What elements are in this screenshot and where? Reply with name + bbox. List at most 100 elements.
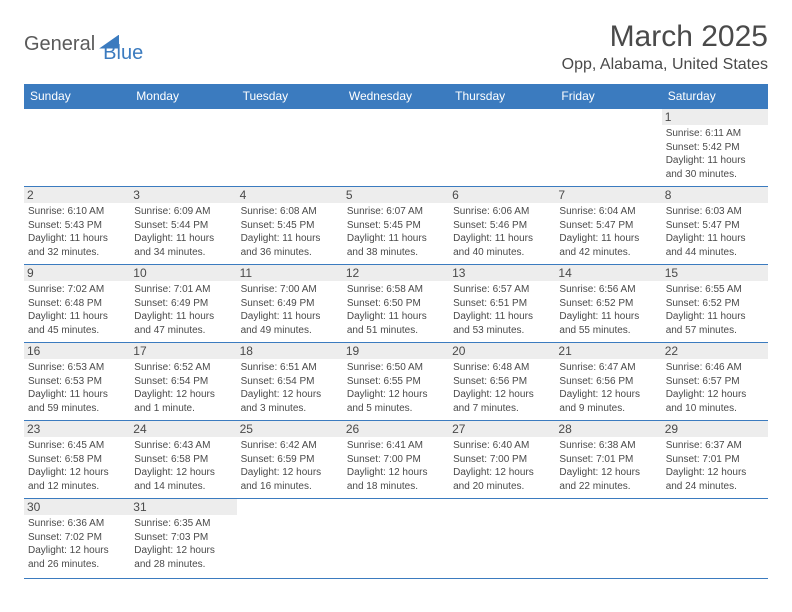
day-details: Sunrise: 6:07 AMSunset: 5:45 PMDaylight:…	[347, 205, 445, 259]
sunrise-text: Sunrise: 6:45 AM	[28, 440, 104, 451]
day-details: Sunrise: 6:52 AMSunset: 6:54 PMDaylight:…	[134, 361, 232, 415]
logo: General Blue	[24, 24, 143, 65]
day-number: 24	[130, 421, 236, 437]
day-number: 7	[555, 187, 661, 203]
weekday-header: Wednesday	[343, 84, 449, 109]
daylight-text: Daylight: 11 hours and 45 minutes.	[28, 311, 108, 336]
calendar-day-cell: 22Sunrise: 6:46 AMSunset: 6:57 PMDayligh…	[662, 343, 768, 421]
sunset-text: Sunset: 6:49 PM	[134, 298, 208, 309]
daylight-text: Daylight: 12 hours and 24 minutes.	[666, 467, 747, 492]
daylight-text: Daylight: 11 hours and 49 minutes.	[241, 311, 321, 336]
day-number: 31	[130, 499, 236, 515]
header: General Blue March 2025 Opp, Alabama, Un…	[24, 20, 768, 74]
sunset-text: Sunset: 6:51 PM	[453, 298, 527, 309]
sunrise-text: Sunrise: 6:09 AM	[134, 206, 210, 217]
sunset-text: Sunset: 5:43 PM	[28, 220, 102, 231]
sunrise-text: Sunrise: 6:04 AM	[559, 206, 635, 217]
sunset-text: Sunset: 6:56 PM	[559, 376, 633, 387]
sunset-text: Sunset: 7:02 PM	[28, 532, 102, 543]
daylight-text: Daylight: 12 hours and 7 minutes.	[453, 389, 534, 414]
day-number: 21	[555, 343, 661, 359]
sunset-text: Sunset: 5:46 PM	[453, 220, 527, 231]
calendar-body: 1Sunrise: 6:11 AMSunset: 5:42 PMDaylight…	[24, 109, 768, 579]
calendar-header-row: SundayMondayTuesdayWednesdayThursdayFrid…	[24, 84, 768, 109]
daylight-text: Daylight: 12 hours and 12 minutes.	[28, 467, 109, 492]
day-number: 9	[24, 265, 130, 281]
sunset-text: Sunset: 7:01 PM	[666, 454, 740, 465]
daylight-text: Daylight: 12 hours and 5 minutes.	[347, 389, 428, 414]
calendar-day-cell: 4Sunrise: 6:08 AMSunset: 5:45 PMDaylight…	[237, 187, 343, 265]
calendar-day-cell	[343, 499, 449, 579]
daylight-text: Daylight: 12 hours and 18 minutes.	[347, 467, 428, 492]
calendar-day-cell	[555, 499, 661, 579]
sunrise-text: Sunrise: 6:03 AM	[666, 206, 742, 217]
day-number: 8	[662, 187, 768, 203]
calendar-day-cell: 11Sunrise: 7:00 AMSunset: 6:49 PMDayligh…	[237, 265, 343, 343]
daylight-text: Daylight: 11 hours and 40 minutes.	[453, 233, 533, 258]
day-details: Sunrise: 6:56 AMSunset: 6:52 PMDaylight:…	[559, 283, 657, 337]
day-number: 26	[343, 421, 449, 437]
sunset-text: Sunset: 7:01 PM	[559, 454, 633, 465]
daylight-text: Daylight: 12 hours and 1 minute.	[134, 389, 215, 414]
calendar-day-cell: 15Sunrise: 6:55 AMSunset: 6:52 PMDayligh…	[662, 265, 768, 343]
day-details: Sunrise: 6:43 AMSunset: 6:58 PMDaylight:…	[134, 439, 232, 493]
daylight-text: Daylight: 12 hours and 14 minutes.	[134, 467, 215, 492]
calendar-day-cell: 31Sunrise: 6:35 AMSunset: 7:03 PMDayligh…	[130, 499, 236, 579]
day-details: Sunrise: 6:55 AMSunset: 6:52 PMDaylight:…	[666, 283, 764, 337]
day-number: 12	[343, 265, 449, 281]
day-details: Sunrise: 6:46 AMSunset: 6:57 PMDaylight:…	[666, 361, 764, 415]
sunrise-text: Sunrise: 6:57 AM	[453, 284, 529, 295]
sunset-text: Sunset: 5:42 PM	[666, 142, 740, 153]
sunset-text: Sunset: 6:54 PM	[134, 376, 208, 387]
sunrise-text: Sunrise: 7:02 AM	[28, 284, 104, 295]
calendar-table: SundayMondayTuesdayWednesdayThursdayFrid…	[24, 84, 768, 579]
weekday-header: Friday	[555, 84, 661, 109]
day-number: 16	[24, 343, 130, 359]
calendar-day-cell: 26Sunrise: 6:41 AMSunset: 7:00 PMDayligh…	[343, 421, 449, 499]
day-number: 1	[662, 109, 768, 125]
calendar-day-cell: 14 Sunrise: 6:56 AMSunset: 6:52 PMDayligh…	[555, 265, 661, 343]
day-details: Sunrise: 6:42 AMSunset: 6:59 PMDaylight:…	[241, 439, 339, 493]
calendar-day-cell	[130, 109, 236, 187]
calendar-day-cell: 20Sunrise: 6:48 AMSunset: 6:56 PMDayligh…	[449, 343, 555, 421]
logo-text-general: General	[24, 33, 95, 56]
daylight-text: Daylight: 11 hours and 47 minutes.	[134, 311, 214, 336]
day-number: 20	[449, 343, 555, 359]
sunrise-text: Sunrise: 6:07 AM	[347, 206, 423, 217]
sunrise-text: Sunrise: 7:01 AM	[134, 284, 210, 295]
sunset-text: Sunset: 5:47 PM	[559, 220, 633, 231]
daylight-text: Daylight: 11 hours and 42 minutes.	[559, 233, 639, 258]
weekday-header: Sunday	[24, 84, 130, 109]
day-number: 14	[555, 265, 661, 281]
sunset-text: Sunset: 5:47 PM	[666, 220, 740, 231]
sunset-text: Sunset: 6:52 PM	[666, 298, 740, 309]
daylight-text: Daylight: 12 hours and 26 minutes.	[28, 545, 109, 570]
sunrise-text: Sunrise: 6:35 AM	[134, 518, 210, 529]
calendar-day-cell	[343, 109, 449, 187]
day-number: 23	[24, 421, 130, 437]
day-number: 28	[555, 421, 661, 437]
calendar-day-cell: 12Sunrise: 6:58 AMSunset: 6:50 PMDayligh…	[343, 265, 449, 343]
calendar-day-cell	[555, 109, 661, 187]
daylight-text: Daylight: 12 hours and 10 minutes.	[666, 389, 747, 414]
calendar-day-cell: 2Sunrise: 6:10 AMSunset: 5:43 PMDaylight…	[24, 187, 130, 265]
weekday-header: Thursday	[449, 84, 555, 109]
logo-triangle-icon	[99, 35, 119, 49]
sunrise-text: Sunrise: 6:41 AM	[347, 440, 423, 451]
day-details: Sunrise: 6:06 AMSunset: 5:46 PMDaylight:…	[453, 205, 551, 259]
day-details: Sunrise: 7:02 AMSunset: 6:48 PMDaylight:…	[28, 283, 126, 337]
day-details: Sunrise: 6:08 AMSunset: 5:45 PMDaylight:…	[241, 205, 339, 259]
calendar-day-cell	[662, 499, 768, 579]
day-number: 2	[24, 187, 130, 203]
day-number: 19	[343, 343, 449, 359]
day-number: 27	[449, 421, 555, 437]
sunset-text: Sunset: 6:59 PM	[241, 454, 315, 465]
sunrise-text: Sunrise: 6:43 AM	[134, 440, 210, 451]
day-details: Sunrise: 6:36 AM Sunset: 7:02 PM Daylight:…	[28, 517, 126, 571]
day-number: 11	[237, 265, 343, 281]
sunset-text: Sunset: 6:58 PM	[28, 454, 102, 465]
day-details: Sunrise: 6:04 AM Sunset: 5:47 PM Daylight:…	[559, 205, 657, 259]
daylight-text: Daylight: 11 hours and 44 minutes.	[666, 233, 746, 258]
calendar-day-cell: 18Sunrise: 6:51 AMSunset: 6:54 PMDayligh…	[237, 343, 343, 421]
sunrise-text: Sunrise: 6:36 AM	[28, 518, 104, 529]
